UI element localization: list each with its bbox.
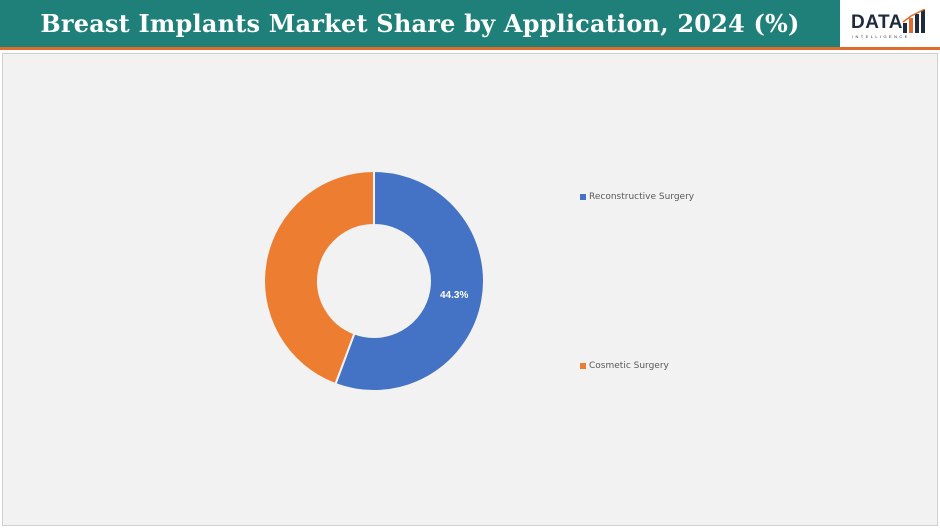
donut-slice-cosmetic [263,169,375,386]
legend-label-cosmetic: Cosmetic Surgery [589,361,669,371]
donut-chart [263,169,485,392]
chart-title: Breast Implants Market Share by Applicat… [40,9,800,38]
data-label-reconstructive: 44.3% [440,290,469,301]
logo-wordmark: DATA [851,12,903,33]
legend-item-reconstructive: Reconstructive Surgery [580,192,694,202]
logo-tagline: INTELLIGENCE [852,34,910,39]
legend-label-reconstructive: Reconstructive Surgery [589,192,695,202]
bar-chart-logo-icon [902,9,926,33]
chart-area: Reconstructive Surgery Cosmetic Surgery … [2,53,938,526]
donut-slice-reconstructive [334,169,485,392]
title-banner: Breast Implants Market Share by Applicat… [0,0,840,50]
brand-logo: DATA INTELLIGENCE [840,0,940,50]
legend-swatch-cosmetic [580,363,586,369]
legend-swatch-reconstructive [580,194,586,200]
legend-item-cosmetic: Cosmetic Surgery [580,361,669,371]
